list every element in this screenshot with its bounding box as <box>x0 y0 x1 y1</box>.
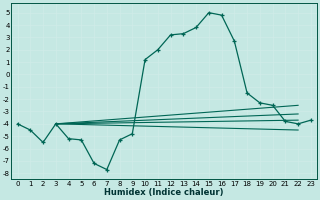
X-axis label: Humidex (Indice chaleur): Humidex (Indice chaleur) <box>104 188 224 197</box>
